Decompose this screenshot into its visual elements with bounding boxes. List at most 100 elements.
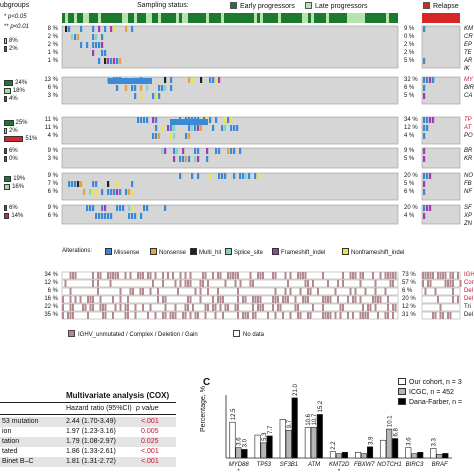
relapse-mutation-cell (423, 85, 426, 91)
cna-cell (119, 288, 122, 295)
cna-cell (307, 296, 309, 303)
cna-cell (387, 296, 389, 303)
status-cell (188, 13, 191, 23)
mutation-cell (107, 181, 110, 187)
cna-cell (74, 296, 77, 303)
chart-bar (254, 434, 261, 459)
mutation-cell (242, 173, 245, 179)
mutation-cell (170, 85, 173, 91)
cna-cell (322, 304, 324, 311)
cna-relapse-cell (427, 280, 429, 287)
mutation-cell (116, 58, 119, 64)
chart-bar (442, 453, 449, 459)
cna-cell (97, 280, 99, 287)
mutation-cell (101, 42, 104, 48)
mutation-block-relapse (421, 116, 461, 145)
alteration-label: Multi_hit (199, 250, 222, 256)
cna-cell (149, 288, 152, 295)
mutation-cell (95, 181, 98, 187)
cna-cell (129, 272, 132, 279)
status-cell (170, 13, 173, 23)
mutation-cell (248, 173, 251, 179)
cna-cell (189, 272, 192, 279)
cna-pct-right-label: 73 % (402, 272, 416, 278)
cna-cell (129, 288, 132, 295)
cna-cell (289, 312, 292, 319)
cna-cell (142, 288, 144, 295)
cna-cell (212, 296, 214, 303)
cna-cell (202, 272, 204, 279)
mutation-cell (107, 58, 110, 64)
panel-c-letter: C (203, 377, 211, 388)
cna-cell (99, 272, 102, 279)
status-cell (128, 13, 131, 23)
cox-row-name: 53 mutation (2, 418, 39, 425)
status-cell (365, 13, 368, 23)
mutation-cell (125, 85, 128, 91)
mutation-cell (164, 148, 167, 154)
cna-cell (227, 272, 229, 279)
cna-cell (69, 296, 72, 303)
status-cell (209, 13, 212, 23)
cna-cell (84, 304, 87, 311)
mutation-cell (164, 77, 167, 83)
cna-relapse-cell (422, 272, 424, 279)
row-pct-left-label: 6 % (47, 85, 58, 91)
status-cell (194, 13, 197, 23)
cna-cell (197, 312, 199, 319)
sampling-status-label: Sampling status: (137, 2, 189, 9)
cna-cell (272, 296, 274, 303)
mutation-cell (164, 205, 167, 211)
subgroup-bar (4, 136, 24, 142)
cna-cell (202, 280, 204, 287)
mutation-block-main (61, 25, 399, 69)
cna-pct-left-label: 22 % (44, 304, 58, 310)
cna-cell (234, 272, 237, 279)
mutation-cell (245, 173, 248, 179)
cna-relapse-cell (427, 272, 429, 279)
cna-pct-right-label: 20 % (402, 296, 416, 302)
gene-label: NF (464, 189, 472, 195)
cna-cell (124, 304, 127, 311)
row-pct-left-label: 3 % (47, 156, 58, 162)
cna-cell (297, 312, 299, 319)
cna-cell (152, 280, 154, 287)
mutation-cell (143, 205, 146, 211)
cna-relapse-cell (439, 312, 442, 319)
cna-cell (154, 312, 157, 319)
cna-relapse-cell (449, 272, 452, 279)
subgroup-bar-label: 2% (9, 46, 18, 52)
status-cell (86, 13, 89, 23)
cna-relapse-cell (429, 272, 432, 279)
cna-cell (254, 296, 257, 303)
row-pct-right-label: 5 % (404, 156, 415, 162)
mutation-cell (110, 213, 113, 219)
cna-cell (224, 280, 227, 287)
mutation-cell (95, 213, 98, 219)
cna-cell (259, 304, 262, 311)
status-cell (266, 13, 269, 23)
mutation-cell (239, 148, 242, 154)
status-cell (212, 13, 215, 23)
cna-relapse-cell (422, 280, 424, 287)
mutation-cell (221, 173, 224, 179)
relapse-mutation-cell (423, 148, 426, 154)
mutation-cell (191, 125, 194, 131)
row-pct-right-label: 20 % (404, 205, 418, 211)
cna-cell (392, 304, 394, 311)
cna-cell (257, 272, 259, 279)
gene-label: KR (464, 156, 473, 162)
mutation-cell (206, 156, 209, 162)
status-cell (389, 13, 392, 23)
mutation-cell (92, 34, 95, 40)
cna-cell (284, 272, 287, 279)
mutation-cell (197, 148, 200, 154)
chart-star: * (338, 469, 341, 474)
cna-cell (187, 304, 189, 311)
cna-legend-2: No data (233, 330, 264, 338)
chart-data-label: 5.3 (262, 432, 268, 441)
cna-relapse-cell (439, 304, 442, 311)
cna-cell (377, 312, 379, 319)
status-cell (146, 13, 149, 23)
cna-pct-right-label: 6 % (402, 288, 413, 294)
